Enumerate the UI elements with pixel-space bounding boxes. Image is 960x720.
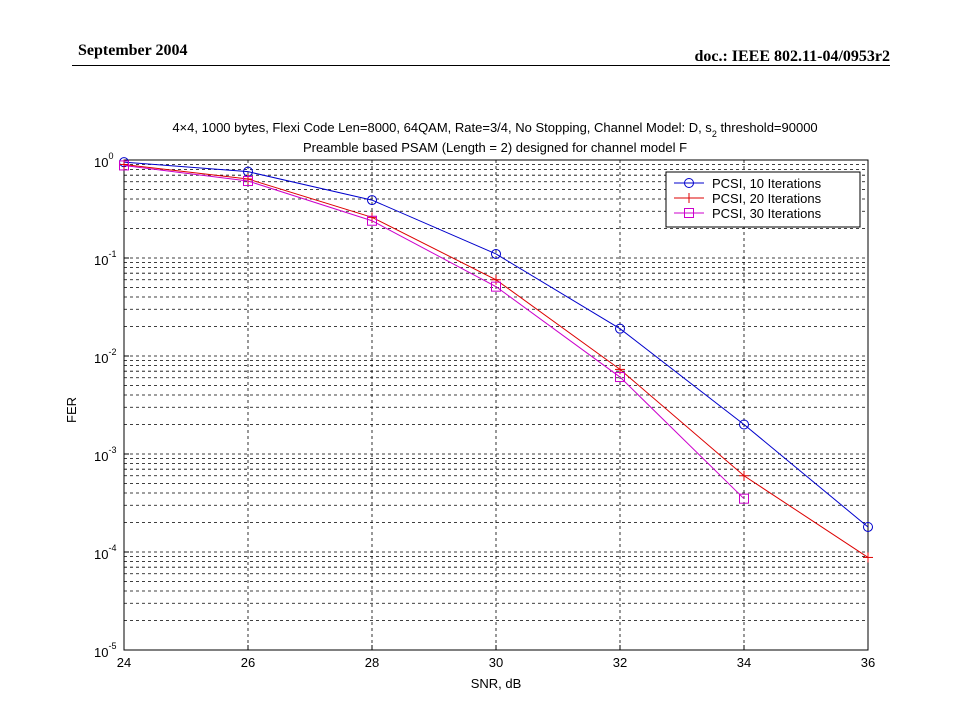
data-point bbox=[739, 493, 749, 504]
data-point bbox=[615, 372, 625, 383]
x-tick-label: 28 bbox=[365, 655, 379, 670]
header-rule bbox=[72, 65, 890, 66]
y-tick-label: 10-3 bbox=[94, 445, 116, 464]
data-point bbox=[739, 419, 749, 430]
data-point bbox=[863, 521, 873, 532]
x-tick-label: 32 bbox=[613, 655, 627, 670]
x-tick-label: 30 bbox=[489, 655, 503, 670]
legend-entry: PCSI, 20 Iterations bbox=[674, 191, 822, 206]
x-tick-label: 36 bbox=[861, 655, 875, 670]
series-1 bbox=[119, 157, 873, 532]
legend-label: PCSI, 30 Iterations bbox=[712, 206, 822, 221]
y-tick-label: 100 bbox=[94, 151, 113, 170]
legend-marker bbox=[684, 178, 694, 188]
header-date: September 2004 bbox=[78, 42, 188, 59]
chart-title-line2: Preamble based PSAM (Length = 2) designe… bbox=[303, 140, 687, 155]
series-line bbox=[123, 161, 869, 528]
x-axis-label: SNR, dB bbox=[471, 676, 522, 691]
axis-ticks: 24 26 28 30 32 34 36 100 10-1 10-2 10-3 10-4 10-5 bbox=[94, 151, 875, 670]
data-point bbox=[615, 323, 625, 334]
y-axis-label: FER bbox=[64, 397, 79, 423]
y-tick-label: 10-5 bbox=[94, 641, 116, 660]
x-tick-label: 26 bbox=[241, 655, 255, 670]
legend-label: PCSI, 20 Iterations bbox=[712, 191, 822, 206]
series-3 bbox=[119, 160, 749, 504]
y-tick-label: 10-1 bbox=[94, 249, 116, 268]
legend-entry: PCSI, 30 Iterations bbox=[674, 206, 822, 221]
series-2 bbox=[119, 159, 873, 563]
y-tick-label: 10-2 bbox=[94, 347, 116, 366]
series-group bbox=[119, 157, 873, 563]
legend-box bbox=[665, 171, 861, 228]
slide-header: September 2004 doc.: IEEE 802.11-04/0953… bbox=[72, 40, 890, 66]
data-point bbox=[491, 248, 501, 259]
legend-marker bbox=[684, 193, 694, 203]
chart-title-line1: 4×4, 1000 bytes, Flexi Code Len=8000, 64… bbox=[172, 120, 817, 139]
grid bbox=[124, 160, 868, 650]
x-tick-label: 34 bbox=[737, 655, 751, 670]
data-point bbox=[863, 552, 873, 563]
data-point bbox=[243, 176, 253, 187]
data-point bbox=[739, 470, 749, 481]
header-doc-id: doc.: IEEE 802.11-04/0953r2 bbox=[694, 48, 890, 65]
x-tick-label: 24 bbox=[117, 655, 131, 670]
data-point bbox=[367, 195, 377, 206]
y-tick-label: 10-4 bbox=[94, 543, 116, 562]
data-point bbox=[119, 160, 129, 171]
data-point bbox=[491, 274, 501, 285]
data-point bbox=[491, 281, 501, 292]
series-line bbox=[123, 164, 745, 500]
legend-entry: PCSI, 10 Iterations bbox=[674, 176, 822, 191]
data-point bbox=[243, 173, 253, 184]
legend-label: PCSI, 10 Iterations bbox=[712, 176, 822, 191]
legend-marker bbox=[684, 208, 694, 218]
data-point bbox=[367, 215, 377, 226]
